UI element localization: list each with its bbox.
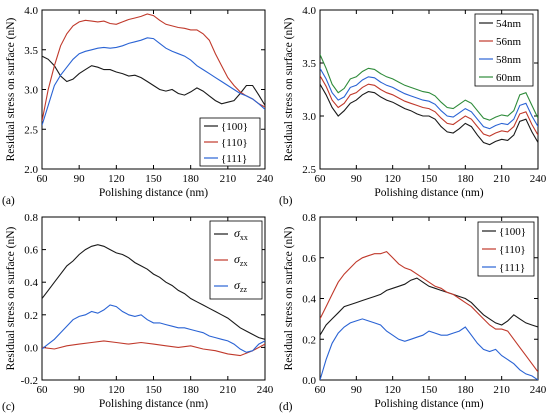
legend-label: 54nm [496,18,522,30]
series-line-0 [42,55,265,106]
legend: {100} {110} {111} [199,117,261,167]
x-tick-label: 180 [182,173,199,185]
x-tick-label: 240 [530,173,547,185]
x-tick-label: 180 [182,384,199,396]
y-tick-label: 3.0 [24,85,38,97]
x-tick-label: 90 [74,173,86,185]
y-tick-label: 4.0 [302,5,316,17]
x-tick-label: 120 [384,384,401,396]
series-line-2 [320,68,538,130]
x-tick-label: 180 [457,384,474,396]
legend-label: 56nm [496,36,522,48]
x-tick-label: 120 [384,173,401,185]
y-tick-label: 0.2 [24,310,38,322]
x-tick-label: 180 [457,173,474,185]
x-axis-label: Polishing distance (nm) [374,187,483,199]
x-tick-label: 150 [421,384,438,396]
series-line-1 [42,13,265,122]
legend-label: {111} [499,262,525,274]
x-tick-label: 60 [37,384,49,396]
y-tick-label: 0.0 [302,375,316,387]
series-line-2 [320,318,538,380]
x-tick-label: 150 [421,173,438,185]
series-line-2 [42,304,265,353]
panel-c: 60 90 120 150 180 210 240 -0.2 0.0 0.2 0.4 0.6 0.8 Po… [2,212,274,413]
y-tick-label: 2.5 [302,164,316,176]
y-tick-label: 0.6 [302,253,316,265]
x-tick-label: 210 [493,384,510,396]
y-tick-label: 3.0 [302,111,316,123]
legend-label: {100} [499,226,526,238]
y-tick-label: 4.0 [24,5,38,17]
y-tick-label: 0.8 [24,212,38,224]
x-tick-label: 240 [257,384,274,396]
x-tick-label: 150 [145,173,162,185]
y-tick-label: 0.2 [302,334,316,346]
x-tick-label: 240 [530,384,547,396]
x-tick-label: 120 [108,384,125,396]
legend-label: σxx [234,226,248,242]
x-axis-label: Polishing distance (nm) [99,187,208,199]
x-tick-label: 90 [74,384,86,396]
legend-label: {110} [221,137,248,149]
legend: {100} {110} {111} [477,221,535,277]
legend: σxx σzx σzz [209,220,263,300]
y-axis-label: Residual stress on surface (nN) [283,17,295,161]
x-tick-label: 90 [351,173,363,185]
x-tick-label: 210 [493,173,510,185]
legend-label: {100} [221,121,248,133]
series-line-0 [320,83,538,146]
y-axis-label: Residual stress on surface (nN) [5,17,17,161]
x-tick-label: 240 [257,173,274,185]
series-line-0 [320,277,538,336]
x-tick-label: 90 [351,384,363,396]
x-axis-label: Polishing distance (nm) [99,398,208,410]
panel-label: (a) [2,195,15,207]
y-tick-label: 2.0 [24,164,38,176]
y-tick-label: 2.5 [24,124,38,136]
y-tick-label: 0.8 [302,212,316,224]
y-tick-label: 0.4 [24,277,38,289]
panel-label: (b) [279,195,293,207]
legend-label: σzx [234,252,247,268]
y-axis-label: Residual stress on surface (nN) [5,226,17,370]
series-line-1 [320,75,538,137]
y-tick-label: 3.5 [24,45,38,57]
legend-box [474,13,534,87]
legend-label: σzz [234,278,247,294]
x-tick-label: 120 [108,173,125,185]
x-tick-label: 60 [315,384,327,396]
x-tick-label: 150 [145,384,162,396]
series-line-2 [42,37,265,126]
panel-b: 60 90 120 150 180 210 240 2.5 3.0 3.5 4.0 Polishing… [279,5,547,207]
panel-d: 60 90 120 150 180 210 240 0.0 0.2 0.4 0.6 0.8 Polish… [279,212,547,413]
y-tick-label: -0.2 [21,375,38,387]
legend-label: {110} [499,244,526,256]
y-axis-label: Residual stress on surface (nN) [283,226,295,370]
series-line-0 [42,244,265,340]
legend-label: {111} [221,153,247,165]
series-line-1 [42,340,265,357]
y-tick-label: 3.5 [302,58,316,70]
series-line-3 [320,54,538,121]
x-tick-label: 210 [220,384,237,396]
y-tick-label: 0.4 [302,294,316,306]
legend-label: 58nm [496,54,522,66]
panel-label: (c) [2,401,15,413]
legend: 54nm 56nm 58nm 60nm [474,13,534,87]
x-tick-label: 60 [37,173,49,185]
panel-a: 60 90 120 150 180 210 240 2.0 2.5 3.0 3.5 4.0 Polish… [2,5,274,207]
y-tick-label: 0.6 [24,245,38,257]
panel-label: (d) [279,401,293,413]
x-tick-label: 210 [220,173,237,185]
series-line-1 [320,250,538,373]
y-tick-label: 0.0 [24,342,38,354]
x-axis-label: Polishing distance (nm) [374,398,483,410]
x-tick-label: 60 [315,173,327,185]
legend-label: 60nm [496,72,522,84]
